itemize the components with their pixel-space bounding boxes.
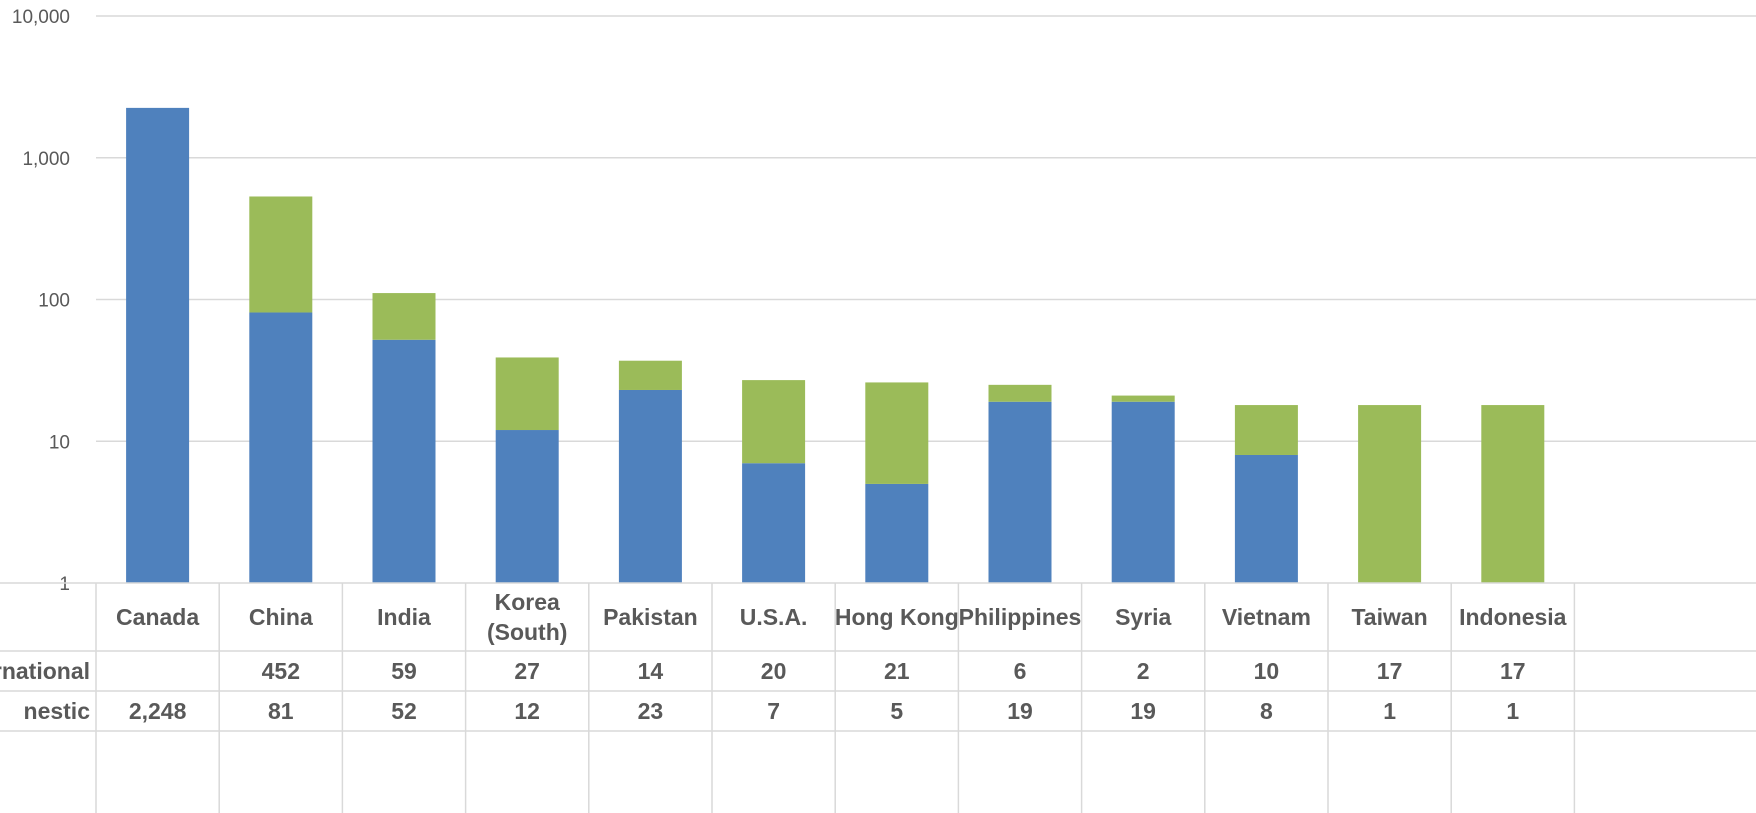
bar-international-8 [1111, 395, 1175, 402]
y-tick-label: 10,000 [12, 7, 70, 28]
category-label: Pakistan [603, 604, 698, 630]
table-cell: 14 [638, 658, 664, 684]
category-label: U.S.A. [740, 604, 808, 630]
table-row-label: rnational [0, 658, 90, 684]
category-label: China [249, 604, 313, 630]
y-tick-label: 1 [59, 574, 70, 595]
bar-domestic-2 [372, 339, 436, 583]
bar-domestic-8 [1111, 401, 1175, 583]
table-cell: 23 [638, 698, 664, 724]
table-cell: 5 [890, 698, 903, 724]
table-cell: 20 [761, 658, 787, 684]
bar-domestic-4 [618, 389, 682, 583]
bar-international-10 [1358, 405, 1422, 583]
table-cell: 10 [1254, 658, 1280, 684]
bar-international-1 [249, 196, 313, 313]
category-label: Taiwan [1351, 604, 1427, 630]
bar-international-6 [865, 382, 929, 484]
table-cell: 27 [514, 658, 540, 684]
category-label: Korea [495, 589, 560, 615]
bar-international-2 [372, 293, 436, 340]
table-cell: 17 [1377, 658, 1403, 684]
table-cell: 452 [262, 658, 300, 684]
data-table: Canada China India Korea (South) Pakistan U.S.… [0, 582, 1756, 813]
y-axis-ticks: 1 10 100 1,000 10,000 [12, 7, 70, 595]
bar-domestic-9 [1234, 454, 1298, 583]
table-cell: 7 [767, 698, 780, 724]
gridlines [96, 15, 1756, 442]
table-cell: 2,248 [129, 698, 187, 724]
bar-international-7 [988, 384, 1052, 402]
category-label: Indonesia [1459, 604, 1567, 630]
bar-international-9 [1234, 405, 1298, 455]
table-cell: 52 [391, 698, 417, 724]
table-cell: 59 [391, 658, 417, 684]
category-label: Canada [116, 604, 199, 630]
category-label: Philippines [959, 604, 1082, 630]
bar-domestic-0 [126, 107, 190, 583]
table-cell: 1 [1383, 698, 1396, 724]
bar-domestic-6 [865, 483, 929, 583]
table-cell: 1 [1506, 698, 1519, 724]
bar-international-11 [1481, 405, 1545, 583]
category-label: Vietnam [1222, 604, 1311, 630]
bar-international-4 [618, 360, 682, 390]
table-cell: 17 [1500, 658, 1526, 684]
table-row-label: nestic [24, 698, 91, 724]
table-cell: 21 [884, 658, 910, 684]
table-cell: 8 [1260, 698, 1273, 724]
category-label: (South) [487, 619, 567, 645]
bars [126, 107, 1545, 583]
category-label: India [377, 604, 431, 630]
table-cell: 19 [1007, 698, 1033, 724]
bar-domestic-7 [988, 401, 1052, 583]
table-cell: 6 [1014, 658, 1027, 684]
table-cell: 81 [268, 698, 294, 724]
bar-domestic-5 [742, 463, 806, 583]
table-cell: 12 [514, 698, 540, 724]
table-cell: 2 [1137, 658, 1150, 684]
bar-domestic-3 [495, 430, 559, 583]
category-label: Syria [1115, 604, 1171, 630]
category-label: Hong Kong [835, 604, 959, 630]
y-tick-label: 10 [49, 432, 70, 453]
bar-domestic-1 [249, 312, 313, 583]
bar-international-5 [742, 380, 806, 464]
table-cell: 19 [1130, 698, 1156, 724]
bar-international-3 [495, 357, 559, 431]
y-tick-label: 1,000 [22, 149, 70, 170]
y-tick-label: 100 [38, 291, 70, 312]
